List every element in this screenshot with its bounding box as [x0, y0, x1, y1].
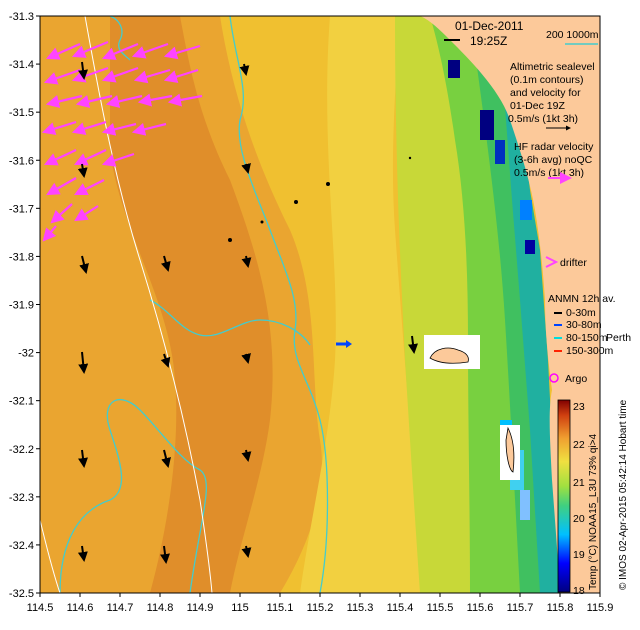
svg-text:ANMN 12h av.: ANMN 12h av.: [548, 293, 616, 305]
y-tick-label: -31.8: [9, 251, 34, 263]
y-tick-label: -31.3: [9, 11, 34, 23]
anmn-mooring-arrow: [336, 340, 352, 348]
x-tick-label: 115: [231, 602, 249, 614]
y-tick-label: -31.5: [9, 107, 34, 119]
x-tick-label: 114.5: [27, 602, 54, 614]
colorbar-title: Temp (°C) NOAA15_L3U 73% qi>4: [588, 434, 599, 590]
svg-text:(0.1m contours): (0.1m contours): [510, 74, 584, 86]
svg-text:0-30m: 0-30m: [566, 307, 596, 319]
x-tick-label: 115.7: [507, 602, 534, 614]
legend-hf-radar: HF radar velocity (3-6h avg) noQC 0.5m/s…: [514, 141, 594, 184]
sst-field: [40, 16, 600, 593]
y-tick-label: -32: [18, 348, 34, 360]
svg-text:19: 19: [573, 549, 585, 561]
svg-text:drifter: drifter: [560, 257, 587, 269]
legend-altimetry: Altimetric sealevel (0.1m contours) and …: [508, 61, 595, 131]
y-tick-label: -32.3: [9, 492, 34, 504]
hf-radar-arrows: [41, 40, 203, 242]
x-tick-label: 114.9: [187, 602, 214, 614]
y-tick-label: -32.4: [9, 540, 34, 552]
svg-text:and velocity for: and velocity for: [510, 87, 581, 99]
x-tick-label: 115.1: [267, 602, 294, 614]
svg-text:Argo: Argo: [565, 373, 587, 385]
svg-text:22: 22: [573, 439, 585, 451]
credit-text: © IMOS 02-Apr-2015 05:42:14 Hobart time: [618, 399, 629, 590]
y-tick-label: -31.4: [9, 59, 34, 71]
x-tick-label: 114.7: [107, 602, 134, 614]
svg-text:(3-6h avg) noQC: (3-6h avg) noQC: [514, 154, 593, 166]
x-tick-label: 115.4: [387, 602, 414, 614]
y-tick-label: -32.1: [9, 396, 34, 408]
perth-label: Perth: [606, 332, 631, 344]
svg-text:18: 18: [573, 585, 585, 597]
svg-text:0.5m/s (1kt 3h): 0.5m/s (1kt 3h): [508, 113, 578, 125]
legend-anmn: ANMN 12h av. 0-30m 30-80m 80-150m 150-30…: [548, 293, 616, 357]
svg-text:Altimetric sealevel: Altimetric sealevel: [510, 61, 595, 73]
altimetry-dots: [228, 156, 412, 242]
y-axis: -31.3 -31.4 -31.5 -31.6 -31.7 -31.8 -31.9 -32 -3…: [9, 11, 40, 600]
x-tick-label: 115.6: [467, 602, 494, 614]
x-tick-label: 115.5: [427, 602, 454, 614]
svg-text:80-150m: 80-150m: [566, 332, 608, 344]
x-tick-label: 115.9: [587, 602, 614, 614]
svg-text:21: 21: [573, 477, 585, 489]
x-tick-label: 114.6: [67, 602, 94, 614]
map-time: 19:25Z: [470, 34, 507, 48]
legend-drifter: drifter: [545, 256, 587, 269]
map-date: 01-Dec-2011: [455, 19, 524, 33]
svg-text:23: 23: [573, 401, 585, 413]
y-tick-label: -32.5: [9, 588, 34, 600]
x-tick-label: 115.8: [547, 602, 574, 614]
x-tick-label: 115.2: [307, 602, 334, 614]
y-tick-label: -31.7: [9, 203, 34, 215]
x-axis: 114.5 114.6 114.7 114.8 114.9 115 115.1 115.2 11…: [27, 593, 614, 614]
x-tick-label: 115.3: [347, 602, 374, 614]
x-tick-label: 114.8: [147, 602, 174, 614]
svg-text:150-300m: 150-300m: [566, 345, 614, 357]
y-tick-label: -31.9: [9, 300, 34, 312]
y-tick-label: -32.2: [9, 444, 34, 456]
scale-label: 200 1000m: [546, 29, 599, 41]
colorbar: 23 22 21 20 19 18 Temp (°C) NOAA15_L3U 7…: [557, 399, 599, 597]
y-tick-label: -31.6: [9, 155, 34, 167]
svg-text:HF radar velocity: HF radar velocity: [514, 141, 594, 153]
svg-text:20: 20: [573, 513, 585, 525]
svg-text:01-Dec 19Z: 01-Dec 19Z: [510, 100, 565, 112]
legend-argo: Argo: [549, 373, 587, 385]
altimetry-arrows: [77, 61, 418, 564]
svg-text:30-80m: 30-80m: [566, 319, 602, 331]
